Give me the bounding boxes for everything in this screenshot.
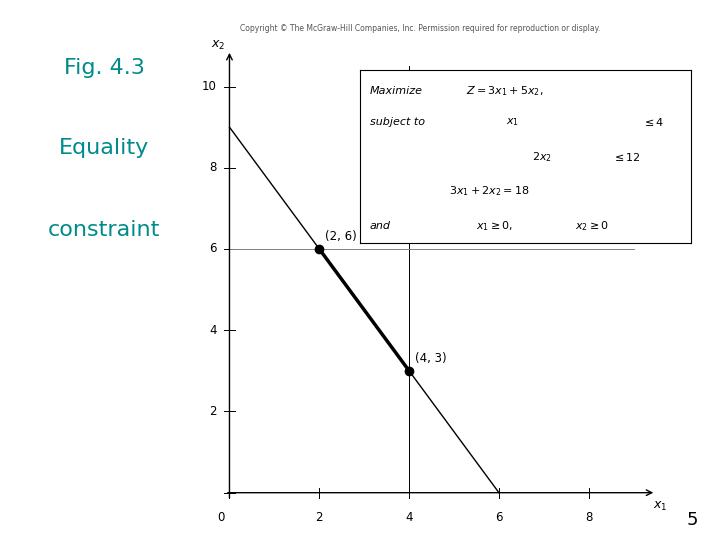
Text: $x_1$: $x_1$: [653, 501, 668, 514]
Text: and: and: [370, 221, 391, 231]
Text: 5: 5: [687, 511, 698, 529]
Text: Equality: Equality: [59, 138, 150, 159]
Text: (4, 3): (4, 3): [415, 352, 446, 365]
Text: $x_2 \geq 0$: $x_2 \geq 0$: [575, 219, 609, 233]
Text: Maximize: Maximize: [370, 86, 423, 96]
Text: subject to: subject to: [370, 117, 425, 127]
Text: $x_1$: $x_1$: [505, 116, 519, 128]
Text: 8: 8: [210, 161, 217, 174]
Text: Copyright © The McGraw-Hill Companies, Inc. Permission required for reproduction: Copyright © The McGraw-Hill Companies, I…: [240, 24, 600, 33]
Text: 8: 8: [585, 511, 593, 524]
Text: 6: 6: [495, 511, 503, 524]
Text: $x_1 \geq 0,$: $x_1 \geq 0,$: [476, 219, 513, 233]
Text: $\leq 12$: $\leq 12$: [612, 151, 640, 163]
Text: constraint: constraint: [48, 219, 161, 240]
Text: 10: 10: [202, 80, 217, 93]
Text: $Z = 3x_1 + 5x_2$,: $Z = 3x_1 + 5x_2$,: [466, 84, 544, 98]
Text: 4: 4: [405, 511, 413, 524]
Text: 4: 4: [210, 324, 217, 337]
Text: 2: 2: [315, 511, 323, 524]
Text: $\leq 4$: $\leq 4$: [642, 116, 664, 128]
Text: Fig. 4.3: Fig. 4.3: [64, 57, 145, 78]
Text: 2: 2: [210, 405, 217, 418]
Text: $2x_2$: $2x_2$: [532, 150, 552, 164]
Text: $x_2$: $x_2$: [211, 39, 225, 52]
Text: (2, 6): (2, 6): [325, 230, 356, 243]
Text: 0: 0: [217, 511, 225, 524]
Text: $3x_1 + 2x_2 = 18$: $3x_1 + 2x_2 = 18$: [449, 184, 530, 198]
Text: 6: 6: [210, 242, 217, 255]
